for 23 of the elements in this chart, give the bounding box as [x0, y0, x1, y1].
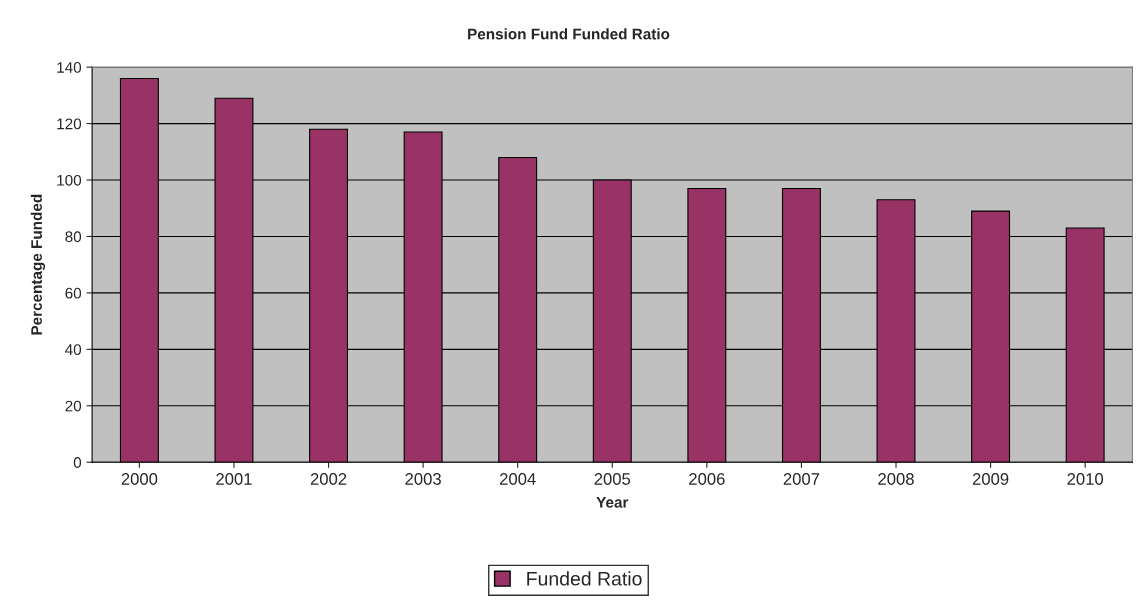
x-axis-title: Year — [596, 497, 629, 508]
x-tick-label: 2006 — [689, 473, 725, 485]
x-tick-label: 2002 — [310, 473, 347, 485]
y-tick-label: 100 — [57, 174, 82, 186]
x-tick-label: 2000 — [121, 473, 158, 485]
x-tick-label: 2008 — [878, 473, 914, 485]
y-tick-label: 0 — [73, 457, 82, 468]
x-tick-label: 2007 — [783, 473, 820, 485]
y-tick-label: 140 — [57, 62, 82, 73]
y-tick-label: 120 — [57, 118, 82, 130]
x-tick-label: 2005 — [594, 473, 631, 485]
legend-label: Funded Ratio — [527, 571, 642, 586]
chart-title: Pension Fund Funded Ratio — [468, 28, 670, 40]
y-axis-title: Percentage Funded — [30, 194, 46, 335]
x-tick-label: 2001 — [216, 473, 252, 485]
x-tick-label: 2003 — [405, 473, 441, 485]
x-tick-label: 2010 — [1067, 473, 1104, 485]
y-tick-label: 60 — [65, 287, 82, 299]
x-tick-label: 2004 — [500, 473, 536, 485]
y-tick-label: 20 — [65, 400, 82, 412]
y-tick-label: 80 — [65, 231, 82, 243]
x-tick-label: 2009 — [972, 473, 1009, 485]
y-tick-label: 40 — [65, 344, 82, 356]
